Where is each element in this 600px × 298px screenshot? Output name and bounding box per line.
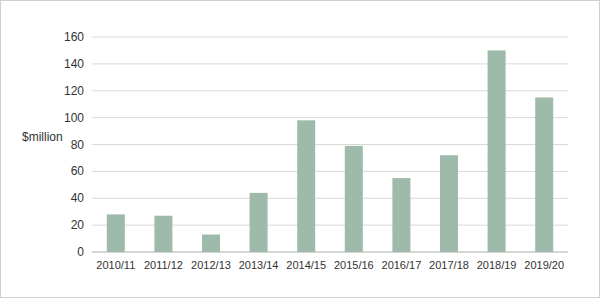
y-tick-label: 0 — [77, 245, 84, 259]
x-tick-label: 2018/19 — [477, 259, 517, 271]
y-tick-label: 140 — [64, 57, 84, 71]
frame — [1, 1, 600, 298]
x-tick-label: 2016/17 — [382, 259, 422, 271]
x-tick-label: 2013/14 — [239, 259, 279, 271]
bar — [250, 193, 268, 252]
grid-line — [92, 37, 568, 38]
chart-container: 0 20 40 60 80 100 120 140 160 $million 2010/11 2011… — [0, 0, 600, 298]
bar — [107, 214, 125, 252]
x-tick-label: 2012/13 — [191, 259, 231, 271]
y-tick-label: 160 — [64, 30, 84, 44]
bar — [297, 120, 315, 252]
bar — [392, 178, 410, 252]
y-tick-label: 60 — [71, 164, 85, 178]
x-tick-label: 2015/16 — [334, 259, 374, 271]
bar — [535, 97, 553, 252]
x-tick-label: 2010/11 — [96, 259, 135, 271]
y-tick-label: 20 — [71, 218, 85, 232]
x-tick-label: 2017/18 — [429, 259, 469, 271]
y-tick-label: 100 — [64, 111, 84, 125]
bar — [345, 146, 363, 252]
bar — [202, 235, 220, 252]
y-tick-label: 120 — [64, 84, 84, 98]
x-tick-label: 2011/12 — [144, 259, 183, 271]
y-axis-label: $million — [22, 130, 63, 144]
bar — [440, 155, 458, 252]
y-tick-label: 40 — [71, 191, 85, 205]
bar — [488, 50, 506, 252]
y-tick-label: 80 — [71, 138, 85, 152]
x-tick-label: 2019/20 — [524, 259, 564, 271]
bar — [154, 216, 172, 252]
bars — [107, 50, 553, 252]
x-tick-label: 2014/15 — [286, 259, 326, 271]
chart: 0 20 40 60 80 100 120 140 160 $million 2010/11 2011… — [0, 0, 600, 298]
